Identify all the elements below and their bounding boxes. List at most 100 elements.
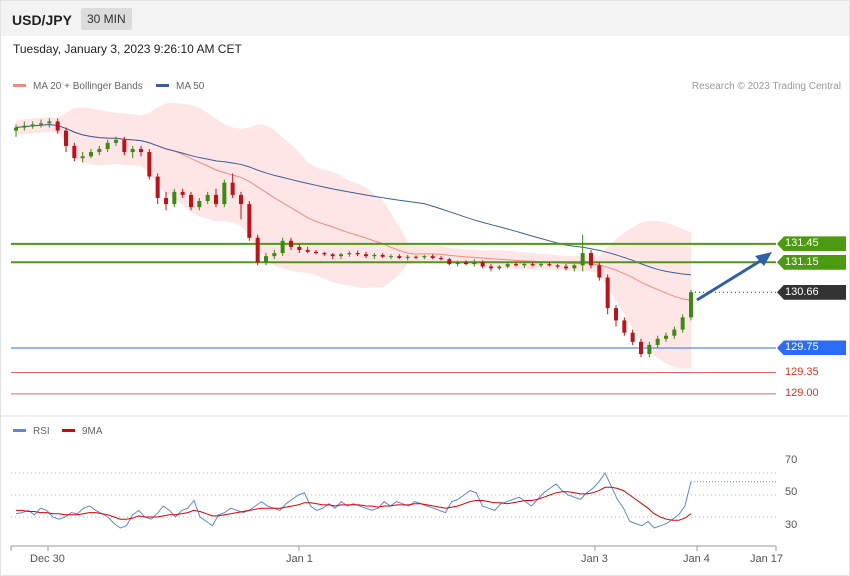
candle-body xyxy=(239,194,243,205)
candle xyxy=(497,265,502,271)
candle xyxy=(147,148,152,180)
candle-body xyxy=(80,156,85,159)
candle-body xyxy=(539,264,543,266)
candle xyxy=(664,332,668,342)
rsi-level-30: 30 xyxy=(785,519,798,531)
candle-body xyxy=(297,246,302,250)
candle-body xyxy=(47,121,52,124)
candle xyxy=(197,197,202,211)
x-tick-jan-3: Jan 3 xyxy=(581,553,608,565)
candle-body xyxy=(305,250,310,252)
candle xyxy=(630,329,635,345)
candle xyxy=(464,260,468,266)
candle-body xyxy=(172,191,177,205)
candle xyxy=(455,260,460,267)
candle xyxy=(297,243,302,254)
candle xyxy=(414,255,418,260)
candle-body xyxy=(672,329,677,336)
candle xyxy=(205,191,210,205)
x-tick-jan-17: Jan 17 xyxy=(750,553,784,565)
ma50-label: MA 50 xyxy=(176,81,205,92)
9ma-swatch xyxy=(62,428,75,432)
candle xyxy=(155,173,160,205)
candle-body xyxy=(580,253,585,266)
moving-averages xyxy=(15,123,692,301)
timeframe-button[interactable]: 30 MIN xyxy=(81,8,132,30)
legend-ma50: MA 50 xyxy=(156,81,204,92)
candle xyxy=(14,124,18,137)
candle xyxy=(30,121,35,129)
candle-body xyxy=(347,253,352,255)
ma50-swatch xyxy=(156,83,169,87)
candle-body xyxy=(89,152,93,157)
candle-body xyxy=(414,256,418,258)
candle-body xyxy=(447,259,452,265)
candle xyxy=(347,251,352,257)
timestamp: Tuesday, January 3, 2023 9:26:10 AM CET xyxy=(13,42,242,56)
candle xyxy=(397,254,402,260)
candle-body xyxy=(655,338,660,345)
candle-body xyxy=(72,145,77,159)
candle-body xyxy=(680,317,685,330)
candle-body xyxy=(322,253,327,255)
candle xyxy=(647,341,652,358)
candle xyxy=(522,262,527,268)
candle xyxy=(539,262,543,268)
candle-body xyxy=(664,335,668,339)
level-label-129-00: 129.00 xyxy=(785,387,819,400)
candle-body xyxy=(472,262,477,265)
candle-body xyxy=(372,254,377,257)
candle xyxy=(505,262,510,269)
candle xyxy=(330,253,335,260)
candle-body xyxy=(630,332,635,342)
candle xyxy=(114,136,118,146)
ma20-swatch xyxy=(13,83,26,87)
candle xyxy=(22,121,27,131)
credit-text: Research © 2023 Trading Central xyxy=(691,81,841,92)
forecast-arrowhead xyxy=(755,252,772,266)
candle-body xyxy=(497,266,502,269)
candle xyxy=(480,260,485,269)
candle xyxy=(255,234,260,266)
candle-body xyxy=(264,256,268,263)
candle-body xyxy=(639,341,643,355)
candle xyxy=(572,264,577,272)
candle-body xyxy=(439,257,443,260)
candle-body xyxy=(364,254,368,257)
candle xyxy=(564,264,568,271)
candle-body xyxy=(14,127,18,131)
candle xyxy=(272,250,277,260)
candle-body xyxy=(230,182,235,195)
candle xyxy=(264,253,268,266)
candle-body xyxy=(572,265,577,269)
legend-rsi: RSI xyxy=(13,426,50,437)
candle-body xyxy=(455,262,460,265)
rsi-label: RSI xyxy=(33,426,50,437)
candle-body xyxy=(355,253,360,255)
candle xyxy=(672,326,677,339)
candle-body xyxy=(505,264,510,267)
candle-body xyxy=(422,256,427,258)
legend-9ma: 9MA xyxy=(62,426,103,437)
candle xyxy=(489,264,493,272)
candle-body xyxy=(380,254,385,257)
candle xyxy=(130,145,135,159)
candle-body xyxy=(547,264,552,266)
9ma-label: 9MA xyxy=(82,426,103,437)
candle xyxy=(622,317,627,336)
candle-body xyxy=(489,266,493,269)
candle xyxy=(689,289,693,321)
x-tick-jan-1: Jan 1 xyxy=(286,553,313,565)
candle-body xyxy=(647,344,652,355)
candle-body xyxy=(97,148,102,153)
candle xyxy=(64,127,68,153)
level-label-129-35: 129.35 xyxy=(785,365,819,378)
candle-body xyxy=(222,182,227,205)
candle xyxy=(230,173,235,198)
candle-body xyxy=(55,121,60,131)
level-tag-131-45: 131.45 xyxy=(777,236,846,252)
candle xyxy=(139,145,143,157)
candle-body xyxy=(205,194,210,202)
candle-body xyxy=(255,237,260,263)
